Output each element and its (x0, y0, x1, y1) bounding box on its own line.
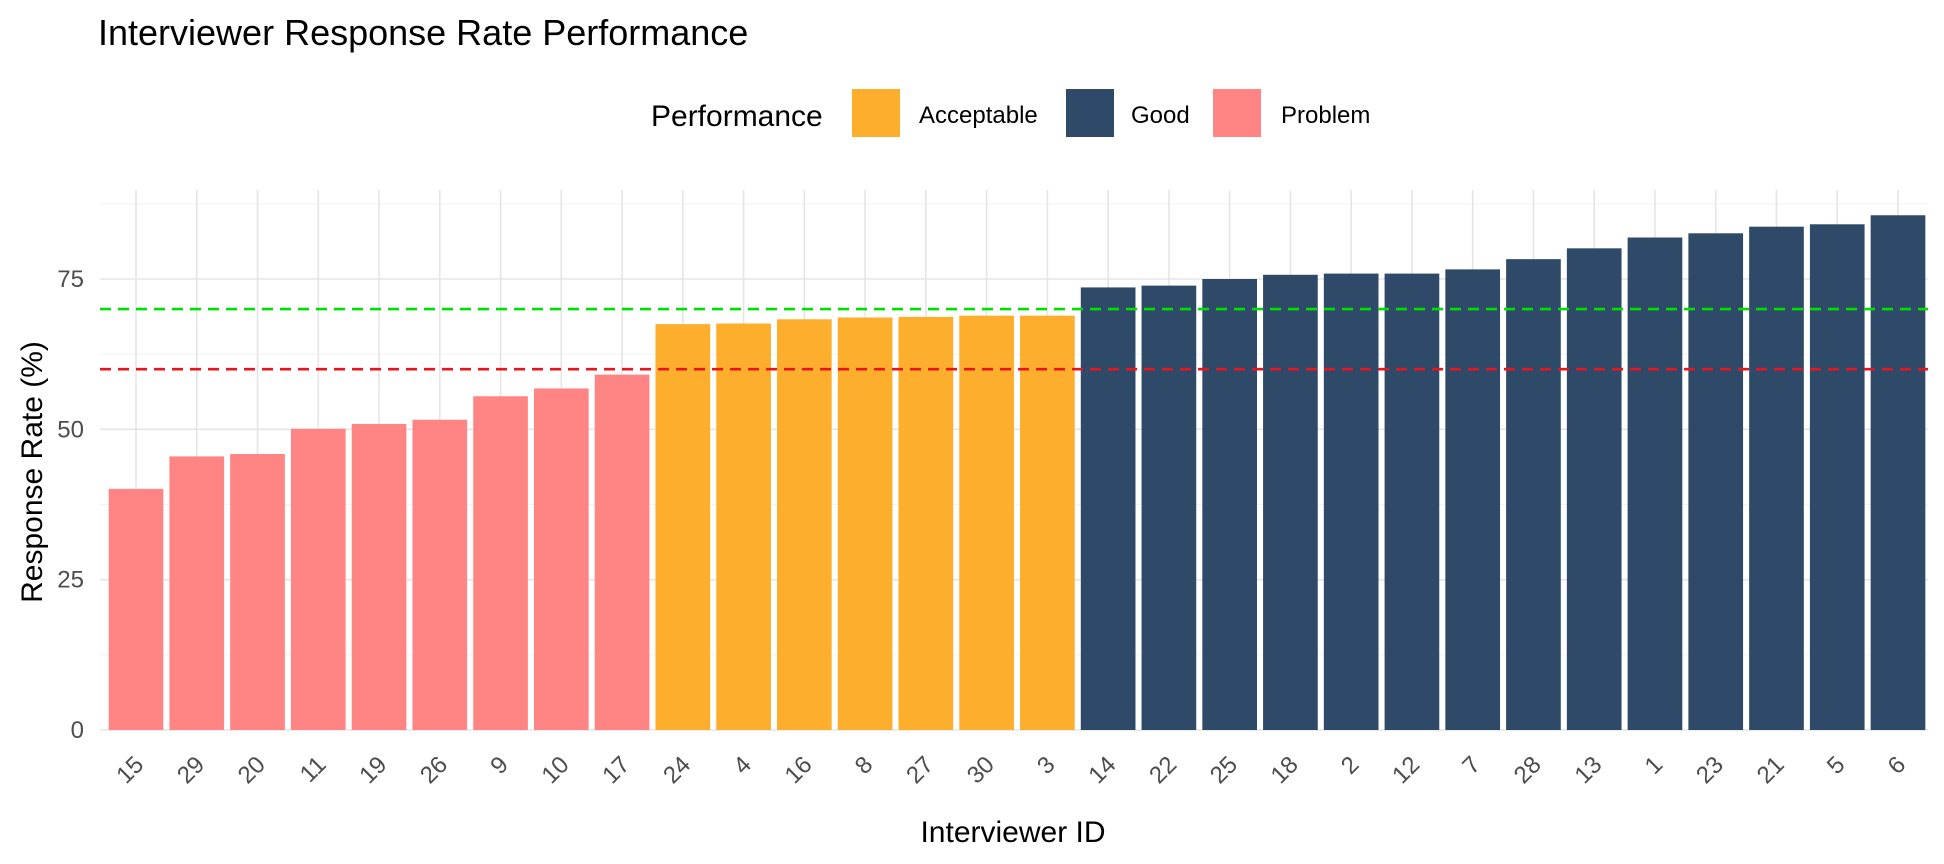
legend-label-acceptable: Acceptable (919, 102, 1038, 129)
bar-16 (777, 319, 832, 730)
bar-10 (533, 388, 589, 730)
x-tick-label: 19 (354, 751, 392, 789)
x-tick-label: 4 (728, 751, 757, 780)
x-tick-label: 26 (415, 751, 453, 789)
bar-24 (655, 324, 711, 730)
legend-key-good (1066, 89, 1114, 137)
y-tick-label: 75 (57, 266, 84, 293)
x-tick-label: 25 (1205, 751, 1243, 789)
bar-12 (1384, 273, 1440, 730)
x-tick-label: 28 (1509, 751, 1547, 789)
x-tick-label: 16 (780, 751, 818, 789)
x-tick-label: 6 (1883, 751, 1912, 780)
y-axis-label: Response Rate (%) (16, 341, 49, 603)
x-tick-label: 14 (1083, 751, 1121, 789)
bar-25 (1202, 279, 1257, 730)
bar-23 (1688, 233, 1744, 731)
x-tick-label: 13 (1569, 751, 1607, 789)
x-tick-label: 12 (1387, 751, 1425, 789)
x-tick-label: 20 (233, 751, 271, 789)
chart-title: Interviewer Response Rate Performance (98, 12, 748, 53)
x-tick-label: 9 (485, 751, 514, 780)
x-tick-label: 11 (295, 751, 332, 788)
bar-4 (716, 323, 771, 730)
bar-7 (1445, 269, 1501, 730)
bar-19 (351, 423, 407, 730)
bar-3 (1020, 315, 1075, 730)
bar-13 (1566, 248, 1622, 730)
bar-15 (108, 488, 164, 730)
y-tick-label: 50 (57, 416, 84, 443)
legend-label-problem: Problem (1281, 102, 1370, 129)
x-tick-label: 24 (658, 751, 696, 789)
x-tick-label: 17 (597, 751, 635, 789)
bar-9 (473, 396, 528, 730)
x-tick-label: 2 (1336, 751, 1365, 780)
legend-key-problem (1213, 89, 1261, 137)
bar-1 (1627, 237, 1683, 730)
legend: Performance Acceptable Good Problem (651, 89, 1370, 137)
x-tick-label: 22 (1144, 751, 1182, 789)
bars (108, 215, 1926, 731)
x-tick-label: 15 (111, 751, 149, 789)
bar-6 (1870, 215, 1926, 730)
legend-key-acceptable (852, 89, 900, 137)
x-tick-label: 10 (537, 751, 575, 789)
legend-label-good: Good (1131, 102, 1190, 129)
bar-20 (230, 453, 285, 730)
bar-17 (594, 374, 650, 730)
y-tick-label: 25 (57, 567, 84, 594)
x-tick-label: 29 (172, 751, 210, 789)
x-axis-ticks: 15 29 20 11 19 26 9 10 17 24 4 16 8 27 30 3 14 22 25 18 2 12 7… (111, 751, 1911, 789)
bar-28 (1506, 259, 1561, 730)
x-tick-label: 3 (1032, 751, 1061, 780)
x-tick-label: 5 (1822, 751, 1851, 780)
y-axis-ticks: 0 25 50 75 (57, 266, 84, 744)
x-tick-label: 8 (850, 751, 879, 780)
legend-title: Performance (651, 100, 823, 133)
x-tick-label: 7 (1457, 751, 1486, 780)
y-tick-label: 0 (71, 717, 84, 744)
bar-22 (1141, 285, 1197, 730)
bar-8 (837, 317, 893, 730)
x-tick-label: 21 (1752, 751, 1790, 789)
bar-18 (1263, 274, 1318, 730)
bar-11 (290, 428, 346, 730)
bar-27 (898, 316, 954, 730)
bar-5 (1809, 224, 1865, 730)
x-axis-label: Interviewer ID (920, 816, 1105, 849)
x-tick-label: 27 (901, 751, 939, 789)
x-tick-label: 18 (1266, 751, 1304, 789)
bar-21 (1749, 226, 1804, 730)
x-tick-label: 23 (1691, 751, 1729, 789)
x-tick-label: 1 (1640, 751, 1669, 780)
x-tick-label: 30 (962, 751, 1000, 789)
bar-14 (1080, 287, 1136, 730)
bar-2 (1323, 273, 1379, 730)
bar-29 (169, 456, 225, 730)
bar-30 (959, 315, 1014, 730)
bar-26 (412, 419, 468, 730)
